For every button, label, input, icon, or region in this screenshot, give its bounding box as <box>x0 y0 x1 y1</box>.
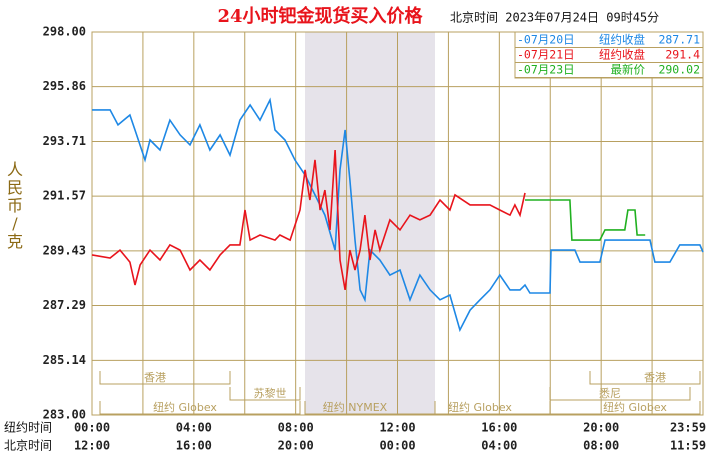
legend-box <box>514 31 704 79</box>
y-axis-label: 人民币/克 <box>7 160 23 251</box>
session-bracket <box>99 401 301 415</box>
session-label: 纽约 Globex <box>153 400 217 414</box>
legend-value: 291.4 <box>665 48 700 62</box>
session-label: 纽约 NYMEX <box>323 400 388 414</box>
legend-value: 287.71 <box>658 33 700 47</box>
x-tick-label: 00:00 <box>74 421 110 435</box>
y-tick-label: 291.57 <box>43 189 86 203</box>
x-row-name: 纽约时间 <box>4 420 52 435</box>
session-label: 悉尼 <box>599 387 621 400</box>
y-tick-label: 289.43 <box>43 243 86 257</box>
x-tick-label: 16:00 <box>176 439 212 453</box>
series-line <box>92 97 704 333</box>
y-tick-label: 287.29 <box>43 298 86 312</box>
x-tick-label: 08:00 <box>583 439 619 453</box>
session-label: 香港 <box>144 371 166 384</box>
legend-label: 纽约收盘 <box>599 33 645 47</box>
session-label: 香港 <box>644 371 666 384</box>
x-tick-label: 04:00 <box>176 421 212 435</box>
x-tick-label: 11:59 <box>670 439 706 453</box>
x-tick-label: 12:00 <box>74 439 110 453</box>
session-label: 纽约 Globex <box>448 400 512 414</box>
x-tick-label: 16:00 <box>481 421 517 435</box>
y-tick-label: 285.14 <box>43 353 86 367</box>
session-bracket <box>229 387 301 401</box>
legend-label: 纽约收盘 <box>599 48 645 62</box>
y-tick-label: 298.00 <box>43 25 86 39</box>
legend-label: 最新价 <box>611 63 646 77</box>
session-label: 苏黎世 <box>254 386 287 400</box>
chart-title: 24小时钯金现货买入价格 <box>217 5 423 27</box>
x-tick-label: 23:59 <box>670 421 706 435</box>
x-tick-label: 20:00 <box>278 439 314 453</box>
x-tick-label: 08:00 <box>278 421 314 435</box>
legend-name: -07月21日 <box>517 48 575 62</box>
session-label: 纽约 Globex <box>603 400 667 414</box>
x-tick-label: 00:00 <box>379 439 415 453</box>
legend-name: -07月20日 <box>517 33 575 47</box>
y-tick-label: 295.86 <box>43 79 86 93</box>
y-axis-label-text: 人民币/克 <box>7 160 23 251</box>
session-bracket <box>549 401 701 415</box>
x-row-name: 北京时间 <box>4 439 52 453</box>
chart-subtitle: 北京时间 2023年07月24日 09时45分 <box>450 11 659 25</box>
series-line <box>91 149 526 291</box>
x-tick-label: 12:00 <box>379 421 415 435</box>
session-bracket <box>549 387 691 401</box>
session-bracket <box>589 371 701 385</box>
session-bracket <box>99 371 231 385</box>
legend-value: 290.02 <box>658 63 700 77</box>
x-tick-label: 20:00 <box>583 421 619 435</box>
nymex-shade <box>305 32 435 415</box>
plot-border <box>91 31 704 416</box>
legend-name: -07月23日 <box>517 63 575 77</box>
x-tick-label: 04:00 <box>481 439 517 453</box>
y-tick-label: 293.71 <box>43 134 86 148</box>
y-tick-label: 283.00 <box>43 408 86 422</box>
series-line <box>525 199 646 241</box>
